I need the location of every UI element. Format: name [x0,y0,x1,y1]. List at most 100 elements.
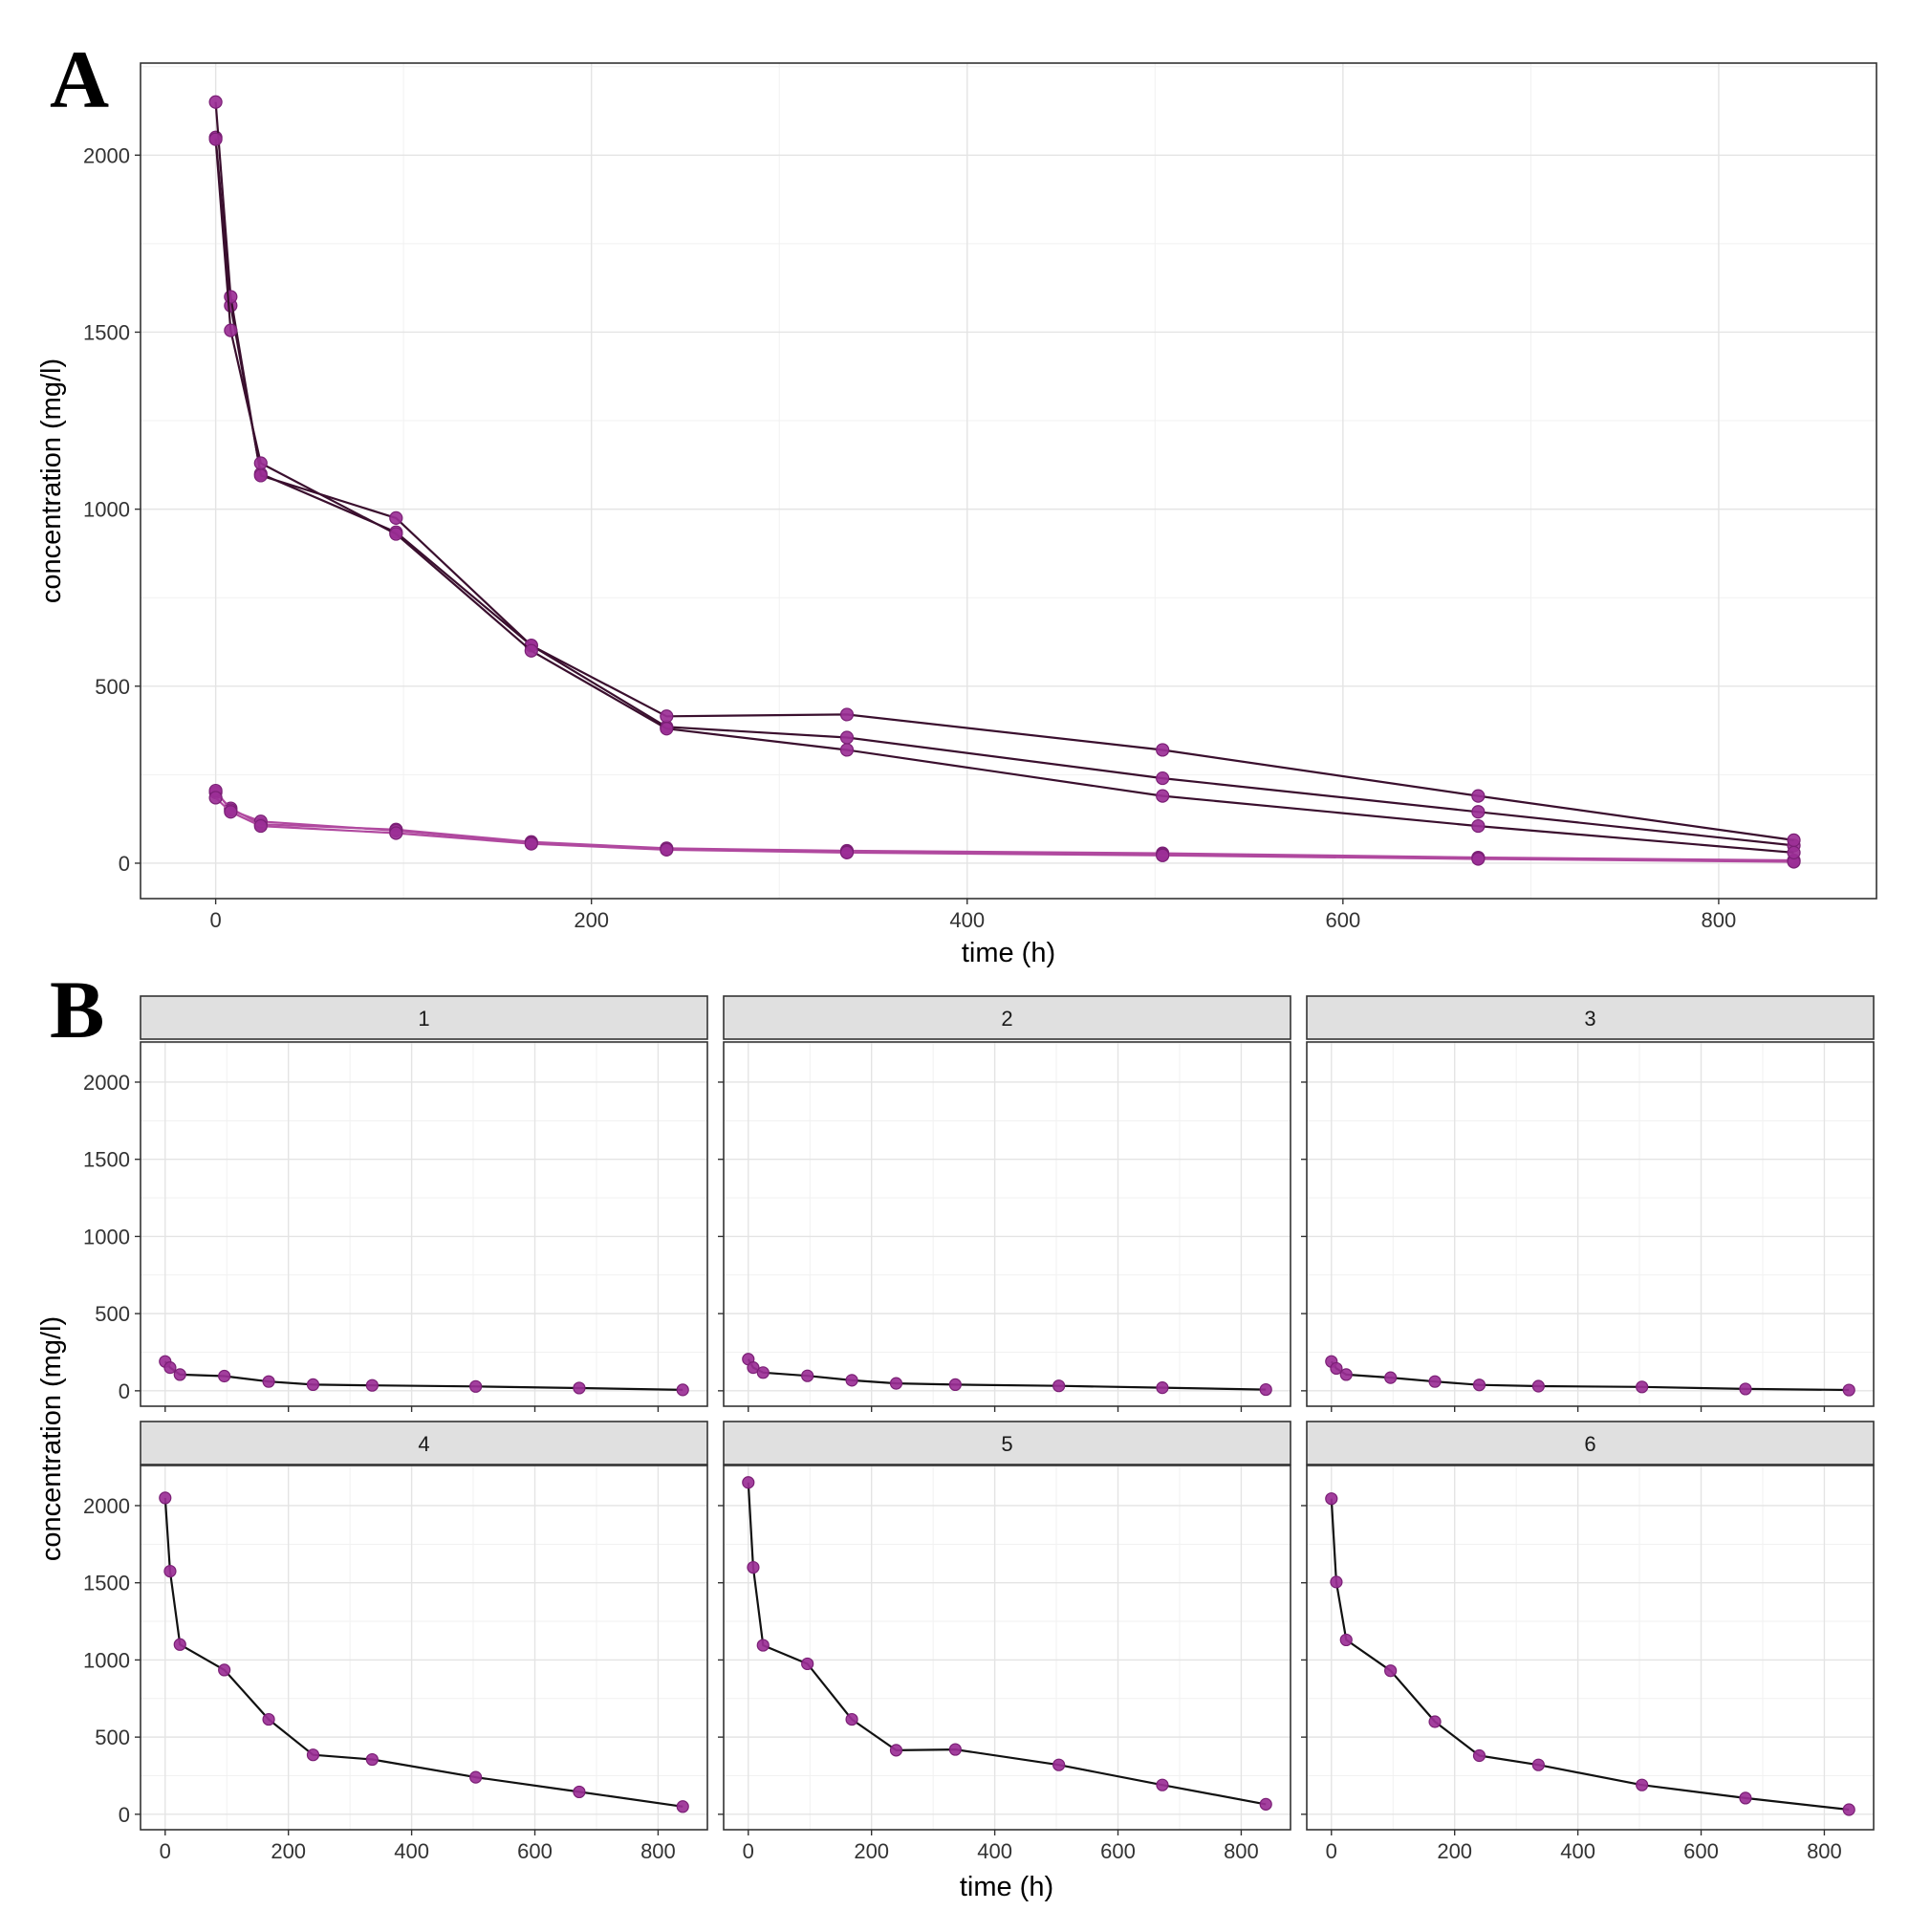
data-point [1384,1664,1398,1678]
data-point [839,743,855,757]
data-point [1472,1748,1486,1763]
data-point [1428,1715,1442,1728]
data-point [1156,1381,1169,1395]
data-point [262,1712,275,1726]
data-point [1052,1379,1066,1393]
y-tick-label: 500 [95,1726,130,1749]
facet-strip-label: 5 [1001,1432,1012,1456]
facet-strip [723,1421,1291,1465]
data-point [306,1748,320,1762]
x-tick-label: 800 [640,1839,676,1863]
x-tick-label: 400 [977,1839,1012,1863]
y-tick-label: 0 [119,852,130,876]
facet-strip [1306,995,1875,1040]
y-tick-label: 1500 [83,1572,130,1596]
data-point [224,323,238,337]
data-point [660,709,674,724]
data-point [208,95,223,109]
data-point [389,527,403,541]
x-tick-label: 200 [271,1839,306,1863]
data-point [1842,1803,1855,1816]
data-point [1739,1382,1752,1396]
data-point [676,1383,689,1397]
data-point [524,836,538,851]
data-point [1156,1778,1169,1791]
data-point [1330,1575,1343,1589]
x-tick-label: 600 [517,1839,553,1863]
x-tick-label: 800 [1807,1839,1842,1863]
y-tick-label: 500 [95,1302,130,1326]
data-point [839,730,855,745]
data-point [262,1375,275,1388]
data-point [253,818,268,834]
y-axis-title: concentration (mg/l) [36,358,67,603]
facet-1: 1 0 500 1000 1500 2000 [83,995,708,1412]
y-tick-label: 0 [119,1379,130,1403]
data-point [1156,789,1170,803]
data-point [1339,1368,1353,1381]
data-point [756,1639,770,1652]
facet-strip-label: 2 [1001,1007,1012,1031]
data-point [208,132,223,146]
data-point [948,1743,962,1756]
x-tick-label: 600 [1100,1839,1136,1863]
x-tick-label: 0 [743,1839,754,1863]
facet-strip-label: 3 [1584,1007,1595,1031]
x-axis-title: time (h) [960,1872,1053,1902]
x-tick-label: 200 [854,1839,889,1863]
y-tick-label: 1000 [83,498,130,522]
y-tick-label: 1500 [83,1148,130,1172]
data-point [365,1752,379,1767]
data-point [839,845,855,859]
data-point [253,468,268,483]
y-tick-label: 2000 [83,1494,130,1518]
data-point [389,826,403,840]
series-line [214,139,1794,854]
facet-strip [140,1421,708,1465]
data-point [660,722,674,736]
facet-strip-label: 4 [418,1432,429,1456]
data-point [1531,1758,1545,1771]
data-point [1531,1379,1545,1393]
data-point [742,1476,755,1489]
data-point [1156,771,1170,786]
x-tick-label: 0 [209,908,221,932]
series-line [1330,1498,1850,1812]
facet-4: 4 0 200 400 600 800 0 500 1000 1500 2000 [83,1421,708,1863]
series-line [214,796,1794,863]
x-tick-label: 200 [574,908,609,932]
data-point [747,1560,760,1574]
data-point [389,510,403,525]
y-tick-label: 1500 [83,320,130,344]
x-tick-label: 600 [1683,1839,1719,1863]
data-point [1739,1791,1752,1805]
plot-border [140,62,1877,900]
data-point [365,1378,379,1392]
data-point [469,1379,483,1393]
data-point [208,791,223,805]
y-tick-label: 0 [119,1803,130,1827]
facet-border [723,1465,1291,1831]
facet-strip-label: 1 [418,1007,429,1031]
x-tick-label: 400 [949,908,985,932]
data-point [306,1378,320,1391]
data-point [801,1657,814,1671]
plot-background [141,1465,707,1830]
data-point [845,1374,858,1387]
plot-background [141,1042,707,1406]
facet-strip [723,995,1291,1040]
y-tick-label: 1000 [83,1648,130,1672]
data-point [224,805,238,819]
x-tick-label: 400 [394,1839,429,1863]
data-point [1156,848,1170,862]
x-tick-label: 800 [1224,1839,1259,1863]
data-point [1636,1380,1649,1394]
data-point [1339,1633,1353,1647]
facet-strip [140,995,708,1040]
data-point [573,1785,586,1799]
data-point [756,1366,770,1379]
data-point [845,1712,858,1726]
data-point [747,1361,760,1375]
series-line [214,101,1794,841]
